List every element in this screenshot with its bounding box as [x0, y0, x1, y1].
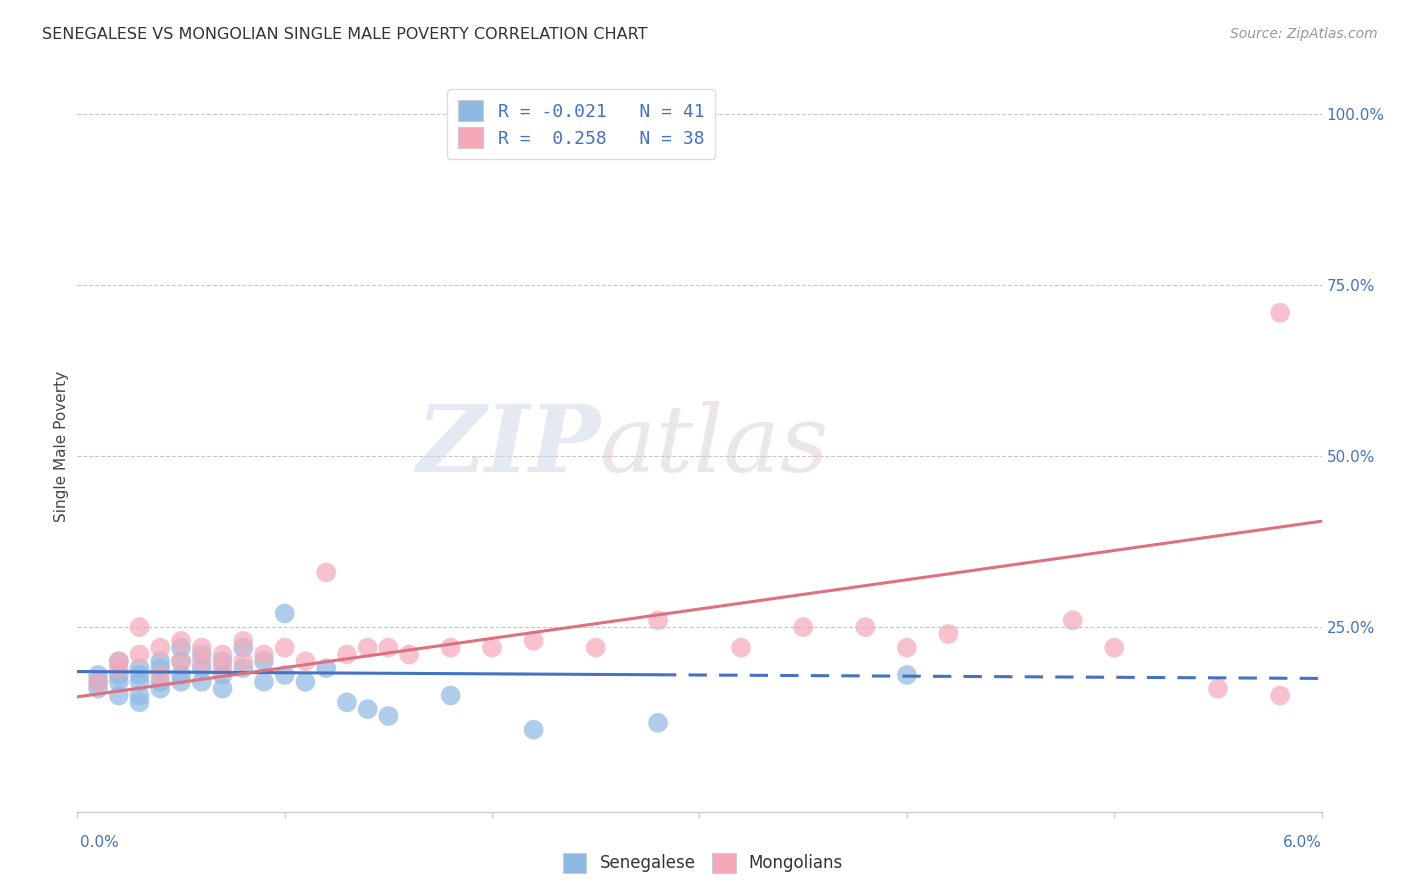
Point	[170, 640, 193, 655]
Point	[87, 674, 110, 689]
Point	[377, 640, 399, 655]
Point	[191, 648, 214, 662]
Point	[315, 661, 337, 675]
Point	[149, 654, 172, 668]
Point	[149, 668, 172, 682]
Point	[108, 668, 131, 682]
Point	[149, 661, 172, 675]
Point	[1062, 613, 1084, 627]
Point	[274, 668, 297, 682]
Point	[792, 620, 814, 634]
Point	[191, 640, 214, 655]
Point	[108, 689, 131, 703]
Point	[1206, 681, 1229, 696]
Point	[170, 654, 193, 668]
Point	[170, 668, 193, 682]
Point	[647, 715, 669, 730]
Point	[211, 648, 233, 662]
Point	[294, 674, 316, 689]
Point	[108, 674, 131, 689]
Point	[315, 566, 337, 580]
Point	[211, 681, 233, 696]
Point	[128, 620, 150, 634]
Point	[585, 640, 607, 655]
Legend: R = -0.021   N = 41, R =  0.258   N = 38: R = -0.021 N = 41, R = 0.258 N = 38	[447, 89, 716, 159]
Point	[336, 648, 359, 662]
Point	[191, 661, 214, 675]
Point	[108, 654, 131, 668]
Text: atlas: atlas	[600, 401, 830, 491]
Point	[149, 640, 172, 655]
Point	[1270, 306, 1292, 320]
Point	[253, 648, 276, 662]
Text: Source: ZipAtlas.com: Source: ZipAtlas.com	[1230, 27, 1378, 41]
Text: SENEGALESE VS MONGOLIAN SINGLE MALE POVERTY CORRELATION CHART: SENEGALESE VS MONGOLIAN SINGLE MALE POVE…	[42, 27, 648, 42]
Point	[170, 654, 193, 668]
Point	[191, 654, 214, 668]
Point	[377, 709, 399, 723]
Text: 6.0%: 6.0%	[1282, 836, 1322, 850]
Point	[481, 640, 503, 655]
Point	[232, 661, 254, 675]
Point	[253, 674, 276, 689]
Text: ZIP: ZIP	[416, 401, 600, 491]
Point	[108, 654, 131, 668]
Point	[149, 681, 172, 696]
Point	[357, 640, 380, 655]
Point	[211, 661, 233, 675]
Point	[170, 633, 193, 648]
Point	[896, 640, 918, 655]
Point	[232, 640, 254, 655]
Point	[87, 674, 110, 689]
Point	[232, 654, 254, 668]
Point	[274, 607, 297, 621]
Point	[128, 689, 150, 703]
Point	[128, 695, 150, 709]
Point	[108, 661, 131, 675]
Point	[232, 633, 254, 648]
Point	[523, 723, 546, 737]
Point	[855, 620, 877, 634]
Point	[170, 674, 193, 689]
Point	[128, 648, 150, 662]
Point	[523, 633, 546, 648]
Point	[211, 668, 233, 682]
Legend: Senegalese, Mongolians: Senegalese, Mongolians	[557, 847, 849, 880]
Point	[128, 661, 150, 675]
Point	[1270, 689, 1292, 703]
Point	[440, 640, 463, 655]
Point	[398, 648, 420, 662]
Point	[87, 668, 110, 682]
Point	[336, 695, 359, 709]
Point	[211, 654, 233, 668]
Point	[440, 689, 463, 703]
Point	[128, 668, 150, 682]
Point	[149, 674, 172, 689]
Point	[274, 640, 297, 655]
Y-axis label: Single Male Poverty: Single Male Poverty	[53, 370, 69, 522]
Point	[938, 627, 960, 641]
Point	[647, 613, 669, 627]
Point	[1104, 640, 1126, 655]
Point	[730, 640, 752, 655]
Point	[253, 654, 276, 668]
Text: 0.0%: 0.0%	[80, 836, 120, 850]
Point	[896, 668, 918, 682]
Point	[191, 674, 214, 689]
Point	[128, 674, 150, 689]
Point	[357, 702, 380, 716]
Point	[294, 654, 316, 668]
Point	[87, 681, 110, 696]
